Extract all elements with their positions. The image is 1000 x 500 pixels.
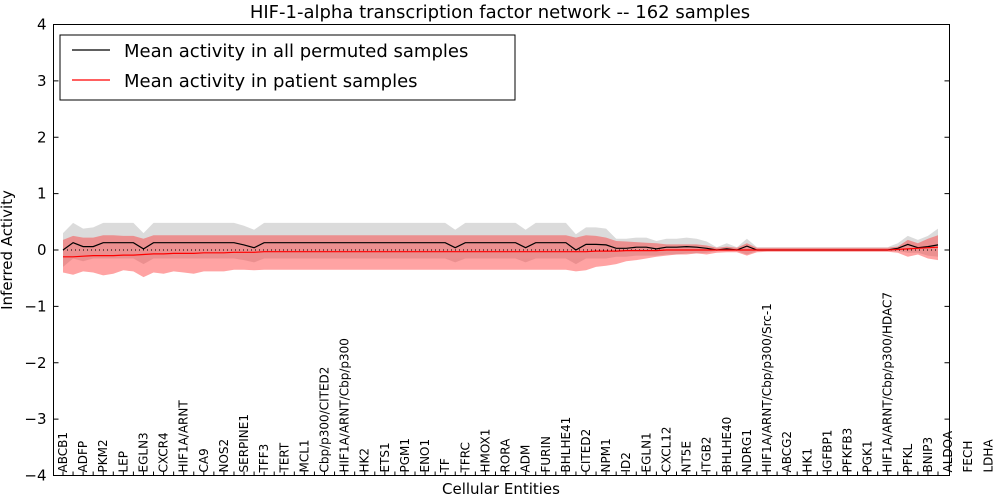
x-tick-label: HIF1A/ARNT bbox=[177, 400, 191, 473]
x-tick-label: EGLN1 bbox=[639, 432, 653, 472]
x-tick-label: LEP bbox=[116, 451, 130, 473]
x-tick-label: CXCR4 bbox=[157, 432, 171, 472]
x-tick-label: RORA bbox=[499, 438, 513, 473]
x-tick-label: NPM1 bbox=[599, 438, 613, 472]
x-tick-label: CA9 bbox=[197, 448, 211, 472]
x-tick-label: PFKL bbox=[901, 443, 915, 472]
y-tick-label: −4 bbox=[24, 467, 46, 485]
x-tick-label: HIF1A/ARNT/Cbp/p300/Src-1 bbox=[760, 303, 774, 472]
patient-band bbox=[63, 235, 938, 278]
x-tick-label: PGK1 bbox=[861, 440, 875, 472]
y-tick-label: 1 bbox=[37, 185, 47, 203]
x-tick-label: FECH bbox=[961, 441, 975, 473]
y-tick-label: −1 bbox=[24, 297, 46, 315]
legend-label-permuted: Mean activity in all permuted samples bbox=[124, 41, 468, 62]
chart-title: HIF-1-alpha transcription factor network… bbox=[250, 2, 750, 23]
x-tick-label: HK1 bbox=[800, 448, 814, 473]
x-tick-label: ETS1 bbox=[378, 442, 392, 472]
x-tick-label: Cbp/p300/CITED2 bbox=[318, 367, 332, 473]
x-tick-label: CXCL12 bbox=[659, 426, 673, 472]
x-tick-label: ENO1 bbox=[418, 439, 432, 473]
y-tick-label: −3 bbox=[24, 410, 46, 428]
x-tick-label: ADM bbox=[519, 445, 533, 473]
plot-area bbox=[62, 222, 939, 278]
y-tick-label: 3 bbox=[37, 72, 47, 90]
x-tick-label: PFKFB3 bbox=[841, 428, 855, 473]
x-tick-label: ADFP bbox=[76, 441, 90, 473]
x-tick-label: ABCB1 bbox=[56, 432, 70, 472]
patient-mean-line bbox=[63, 246, 939, 258]
x-tick-label: PKM2 bbox=[96, 439, 110, 472]
y-axis: −4 −3 −2 −1 0 1 2 3 4 bbox=[24, 16, 950, 485]
x-tick-label: ABCG2 bbox=[780, 431, 794, 473]
x-tick-label: ALDOA bbox=[941, 430, 955, 472]
x-tick-label: HK2 bbox=[358, 448, 372, 473]
plot-frame bbox=[53, 24, 950, 476]
x-axis: ABCB1 ADFP PKM2 LEP EGLN3 CXCR4 HIF1A/ARNT CA9 N… bbox=[56, 292, 995, 476]
x-tick-label: IGFBP1 bbox=[820, 430, 834, 473]
x-tick-label: BHLHE41 bbox=[559, 417, 573, 473]
x-tick-label: LDHA bbox=[981, 439, 995, 473]
x-tick-label: BNIP3 bbox=[921, 437, 935, 473]
permuted-band bbox=[63, 222, 938, 267]
x-tick-label: HIF1A/ARNT/Cbp/p300 bbox=[338, 338, 352, 472]
x-tick-label: HMOX1 bbox=[478, 429, 492, 473]
x-tick-label: MCL1 bbox=[297, 439, 311, 472]
y-tick-label: 4 bbox=[37, 16, 47, 34]
y-tick-label: −2 bbox=[24, 354, 46, 372]
x-tick-label: SERPINE1 bbox=[237, 414, 251, 473]
legend-frame bbox=[59, 34, 516, 101]
x-tick-label: CITED2 bbox=[579, 429, 593, 473]
x-axis-label: Cellular Entities bbox=[442, 480, 560, 498]
x-tick-label: BHLHE40 bbox=[720, 417, 734, 473]
x-tick-label: TFF3 bbox=[257, 444, 271, 474]
x-tick-label: TFRC bbox=[458, 442, 472, 473]
x-tick-label: HIF1A/ARNT/Cbp/p300/HDAC7 bbox=[881, 292, 895, 473]
x-tick-label: NT5E bbox=[680, 441, 694, 473]
x-tick-label: TERT bbox=[277, 442, 291, 473]
x-tick-label: NOS2 bbox=[217, 439, 231, 473]
x-tick-label: NDRG1 bbox=[740, 429, 754, 473]
legend: Mean activity in all permuted samples Me… bbox=[59, 34, 516, 101]
y-axis-label: Inferred Activity bbox=[0, 190, 16, 310]
y-tick-label: 2 bbox=[37, 128, 47, 146]
x-tick-label: FURIN bbox=[539, 436, 553, 473]
x-tick-label: ID2 bbox=[619, 452, 633, 472]
x-tick-label: TF bbox=[438, 458, 452, 473]
x-tick-label: EGLN3 bbox=[137, 432, 151, 472]
x-tick-label: PGM1 bbox=[398, 438, 412, 473]
legend-label-patient: Mean activity in patient samples bbox=[124, 71, 418, 92]
x-tick-label: ITGB2 bbox=[700, 436, 714, 472]
y-tick-label: 0 bbox=[37, 241, 47, 259]
